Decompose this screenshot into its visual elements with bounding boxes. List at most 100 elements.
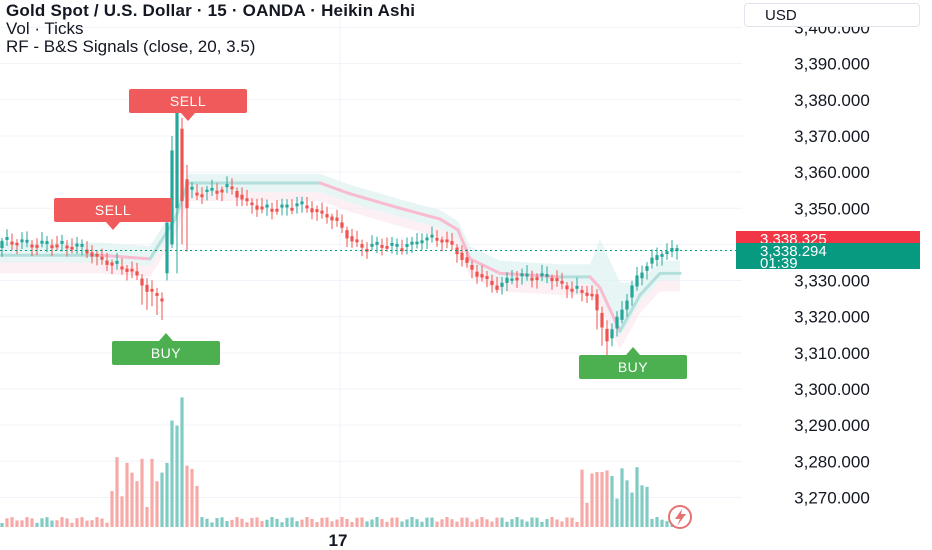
candle: [460, 245, 464, 267]
candle: [250, 198, 254, 214]
candle-body: [205, 189, 209, 192]
candle: [480, 265, 484, 282]
volume-bar: [375, 517, 379, 527]
candle-body: [390, 242, 394, 246]
candle: [520, 268, 524, 285]
candle: [235, 187, 239, 207]
candle-body: [260, 206, 264, 210]
volume-bar: [35, 522, 39, 527]
price-tick-label: 3,290.000: [794, 416, 870, 435]
green-price-tag: [736, 243, 920, 269]
candle-body: [575, 285, 579, 289]
candle-body: [105, 260, 109, 265]
volume-bar: [255, 517, 259, 527]
candle: [165, 211, 169, 281]
candle-body: [350, 236, 354, 242]
volume-bar: [300, 519, 304, 527]
candle-body: [160, 298, 164, 302]
volume-bar: [45, 517, 49, 527]
candle-body: [410, 241, 414, 245]
candle: [145, 278, 149, 310]
candle: [355, 231, 359, 247]
candle: [490, 274, 494, 293]
buy-label-box: [112, 341, 220, 365]
candle-body: [475, 271, 479, 277]
candle: [225, 176, 229, 194]
candle-body: [280, 204, 284, 208]
volume-bar: [630, 492, 634, 527]
price-tick-label: 3,390.000: [794, 55, 870, 74]
candle-body: [635, 275, 639, 287]
symbol-title[interactable]: Gold Spot / U.S. Dollar · 15 · OANDA · H…: [6, 1, 416, 20]
price-tick-label: 3,330.000: [794, 272, 870, 291]
candle: [260, 197, 264, 214]
volume-bar: [495, 517, 499, 527]
volume-bar: [385, 521, 389, 527]
volume-bar: [450, 519, 454, 527]
candle: [105, 252, 109, 271]
volume-bar: [615, 498, 619, 527]
volume-bar: [620, 468, 624, 527]
candle-body: [295, 203, 299, 207]
volume-bar: [55, 520, 59, 527]
candle-body: [80, 243, 84, 247]
candle-body: [120, 266, 124, 270]
volume-bar: [610, 475, 614, 527]
candle-body: [90, 252, 94, 257]
candle-body: [210, 187, 214, 191]
candle-body: [95, 253, 99, 257]
candle-body: [505, 277, 509, 283]
buy-label-text: BUY: [151, 345, 181, 361]
candle: [180, 117, 184, 245]
candle-body: [50, 245, 54, 249]
candle-body: [480, 274, 484, 278]
volume-bar: [555, 519, 559, 527]
volume-bar: [520, 519, 524, 527]
volume-legend[interactable]: Vol · Ticks: [6, 19, 84, 38]
candle: [610, 323, 614, 347]
candle: [5, 229, 9, 246]
candle: [450, 233, 454, 251]
volume-bar: [240, 518, 244, 527]
candle-body: [235, 191, 239, 198]
volume-bar: [245, 522, 249, 527]
candle: [335, 209, 339, 227]
candle: [90, 245, 94, 264]
volume-bar: [335, 519, 339, 527]
candle: [35, 238, 39, 256]
candle: [380, 238, 384, 256]
candle-body: [520, 273, 524, 277]
volume-bar: [200, 517, 204, 527]
volume-bar: [585, 502, 589, 527]
candle: [50, 239, 54, 256]
candle: [160, 292, 164, 320]
candle-body: [165, 222, 169, 274]
candle: [315, 205, 319, 221]
candle-body: [330, 216, 334, 221]
currency-button[interactable]: USD: [744, 3, 920, 27]
candle-body: [545, 273, 549, 277]
candle: [215, 183, 219, 200]
candle: [240, 187, 244, 207]
indicator-legend[interactable]: RF - B&S Signals (close, 20, 3.5): [6, 37, 256, 56]
volume-bar: [605, 470, 609, 527]
candle-body: [185, 179, 189, 209]
volume-bar: [250, 517, 254, 527]
candle-body: [485, 276, 489, 279]
candle-body: [570, 288, 574, 292]
candle-body: [305, 205, 309, 209]
volume-bar: [285, 517, 289, 527]
volume-bar: [430, 517, 434, 527]
volume-bar: [95, 517, 99, 527]
candle: [530, 270, 534, 288]
candle: [80, 239, 84, 256]
filter-band-segment: [468, 257, 502, 275]
volume-bar: [650, 518, 654, 527]
candle: [245, 189, 249, 206]
volume-bar: [120, 496, 124, 527]
candle: [30, 240, 34, 256]
candle: [675, 244, 679, 260]
candle: [385, 237, 389, 252]
candle-body: [525, 273, 529, 277]
